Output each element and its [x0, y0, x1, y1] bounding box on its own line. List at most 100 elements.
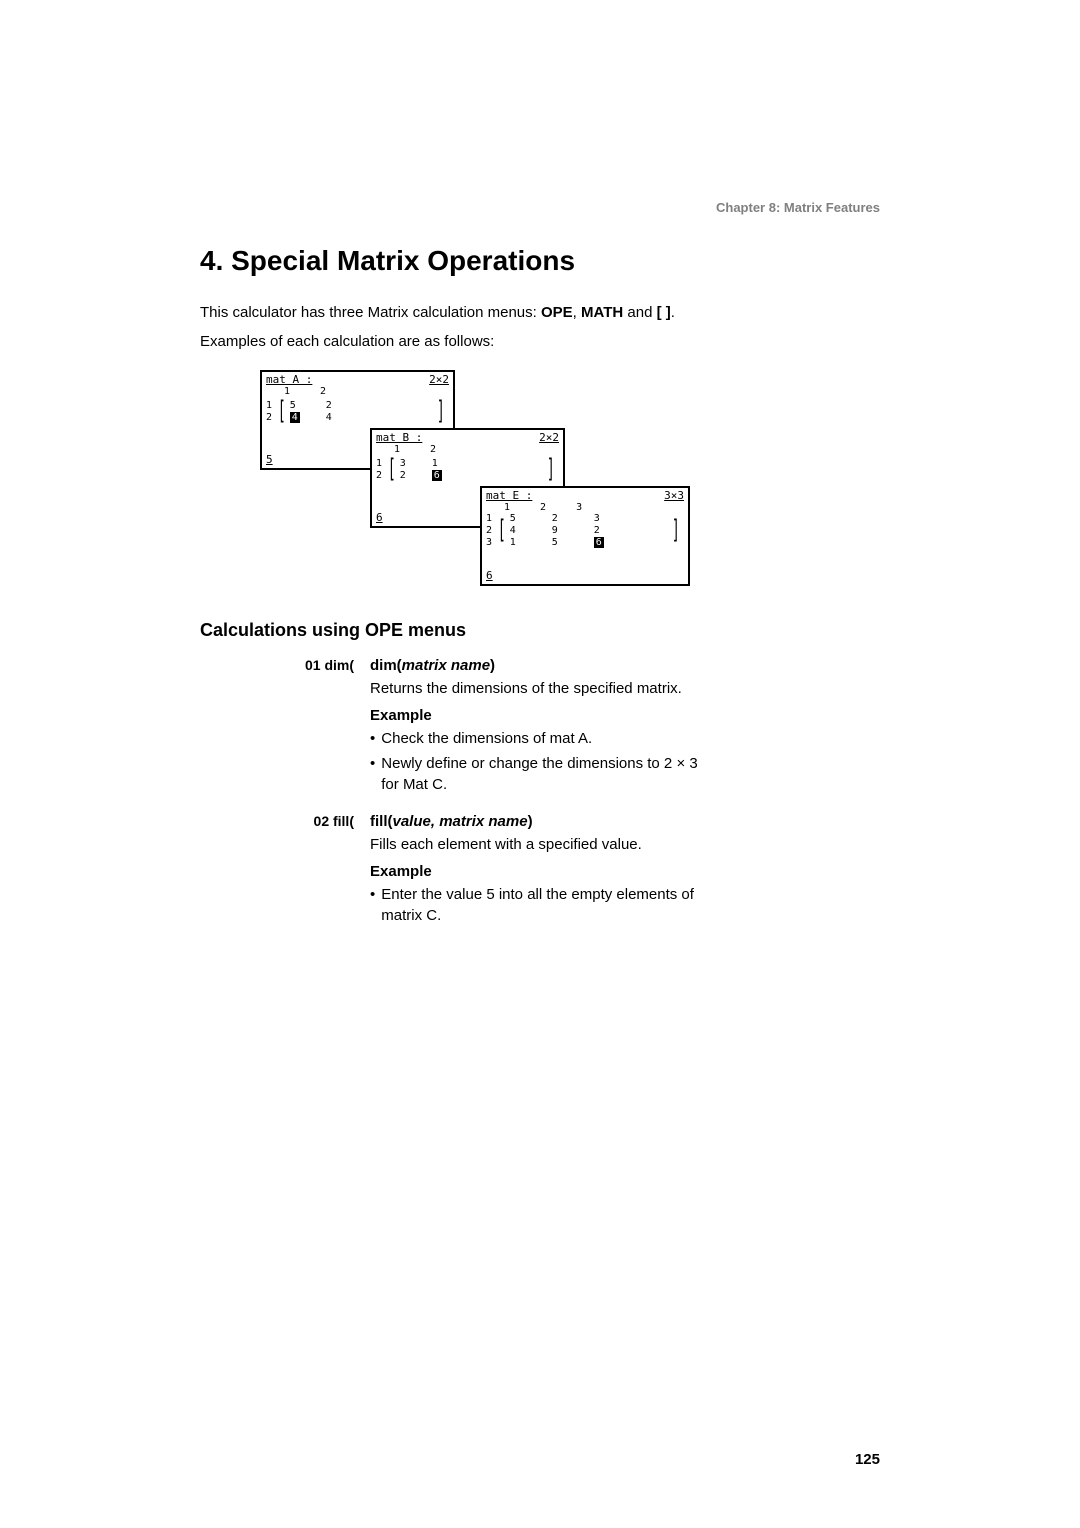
- lcd-matrix: 5424: [290, 400, 332, 423]
- ope-syntax-suffix: ): [528, 813, 533, 830]
- bracket-right-icon: ]: [672, 516, 680, 545]
- ope-bullet-text: Enter the value 5 into all the empty ele…: [381, 884, 710, 926]
- lcd-screens: mat A : 2×2 12 12 [ 5424 ] 5 mat B : 2×2…: [260, 370, 880, 590]
- lcd-cell: 4: [290, 412, 300, 423]
- lcd-row-header: 2: [266, 412, 272, 423]
- lcd-column: 326: [594, 513, 604, 548]
- lcd-cell: 2: [594, 525, 604, 536]
- lcd-row-header: 1: [266, 400, 272, 411]
- lcd-col-header: 2: [540, 502, 546, 513]
- lcd-cell: 5: [510, 513, 516, 524]
- lcd-cell: 4: [510, 525, 516, 536]
- ope-syntax-suffix: ): [490, 657, 495, 674]
- lcd-column: 24: [326, 400, 332, 423]
- lcd-body: 12 [ 5424 ]: [266, 397, 449, 426]
- lcd-row-header: 1: [376, 458, 382, 469]
- lcd-matrix-dim: 2×2: [539, 432, 559, 444]
- bracket-left-icon: [: [388, 455, 396, 484]
- lcd-column: 541: [510, 513, 516, 548]
- ope-bullet: •Newly define or change the dimensions t…: [370, 753, 710, 795]
- ope-syntax-prefix: fill(: [370, 813, 393, 830]
- examples-line: Examples of each calculation are as foll…: [200, 333, 880, 350]
- lcd-col-headers: 12: [284, 386, 449, 397]
- lcd-cell: 5: [552, 537, 558, 548]
- lcd-header: mat A : 2×2: [266, 374, 449, 386]
- ope-label: 01 dim(: [290, 657, 370, 813]
- lcd-matrix-name: mat E :: [486, 490, 532, 502]
- ope-body: dim(matrix name) Returns the dimensions …: [370, 657, 710, 813]
- bracket-left-icon: [: [498, 516, 506, 545]
- bullet-icon: •: [370, 753, 375, 795]
- intro-text: This calculator has three Matrix calcula…: [200, 301, 880, 325]
- ope-bullet: • Check the dimensions of mat A.: [370, 728, 710, 749]
- lcd-header: mat B : 2×2: [376, 432, 559, 444]
- lcd-col-header: 3: [576, 502, 582, 513]
- lcd-cell: 2: [326, 400, 332, 411]
- ope-syntax-arg: value, matrix name: [393, 813, 528, 830]
- lcd-row-header: 1: [486, 513, 492, 524]
- ope-bullet-text: Check the dimensions of mat A.: [381, 728, 592, 749]
- lcd-body: 12 [ 3216 ]: [376, 455, 559, 484]
- lcd-cell: 2: [400, 470, 406, 481]
- lcd-matrix-dim: 3×3: [664, 490, 684, 502]
- lcd-cell: 3: [400, 458, 406, 469]
- lcd-col-headers: 1 2 3: [504, 502, 684, 513]
- lcd-cell: 4: [326, 412, 332, 423]
- intro-sep2: and: [623, 304, 656, 321]
- lcd-cursor-value: 5: [266, 454, 273, 466]
- lcd-column: 54: [290, 400, 300, 423]
- bracket-right-icon: ]: [437, 397, 445, 426]
- lcd-cell: 9: [552, 525, 558, 536]
- lcd-screen-mat-e: mat E : 3×3 123 123 [ 541295326 ] 6: [480, 486, 690, 586]
- lcd-column: 16: [432, 458, 442, 481]
- lcd-cursor-value: 6: [376, 512, 383, 524]
- bracket-right-icon: ]: [547, 455, 555, 484]
- intro-sep1: ,: [573, 304, 581, 321]
- ope-table: 01 dim( dim(matrix name) Returns the dim…: [290, 657, 710, 944]
- lcd-col-headers: 12: [394, 444, 559, 455]
- ope-syntax-arg: matrix name: [402, 657, 490, 674]
- lcd-cell: 6: [594, 537, 604, 548]
- intro-menu-math: MATH: [581, 304, 623, 321]
- lcd-cell: 2: [552, 513, 558, 524]
- ope-syntax-prefix: dim(: [370, 657, 402, 674]
- intro-menu-brackets: [ ]: [657, 304, 671, 321]
- lcd-cell: 1: [510, 537, 516, 548]
- ope-bullet: •Enter the value 5 into all the empty el…: [370, 884, 710, 926]
- lcd-column: 295: [552, 513, 558, 548]
- lcd-matrix-name: mat A :: [266, 374, 312, 386]
- ope-example-label: Example: [370, 863, 710, 880]
- page: Chapter 8: Matrix Features 4. Special Ma…: [0, 0, 1080, 944]
- bullet-icon: •: [370, 884, 375, 926]
- lcd-column: 32: [400, 458, 406, 481]
- lcd-row-header: 2: [486, 525, 492, 536]
- ope-row: 01 dim( dim(matrix name) Returns the dim…: [290, 657, 710, 813]
- bracket-left-icon: [: [278, 397, 286, 426]
- ope-example-label: Example: [370, 707, 710, 724]
- lcd-col-header: 1: [504, 502, 510, 513]
- chapter-header: Chapter 8: Matrix Features: [200, 200, 880, 215]
- lcd-col-header: 2: [430, 444, 436, 455]
- bullet-icon: •: [370, 728, 375, 749]
- lcd-matrix: 32 16: [400, 458, 442, 481]
- intro-menu-ope: OPE: [541, 304, 573, 321]
- lcd-col-header: 2: [320, 386, 326, 397]
- lcd-cell: 5: [290, 400, 300, 411]
- lcd-header: mat E : 3×3: [486, 490, 684, 502]
- lcd-row-headers: 12: [376, 458, 382, 481]
- lcd-row-header: 2: [376, 470, 382, 481]
- lcd-row-header: 3: [486, 537, 492, 548]
- lcd-cell: 6: [432, 470, 442, 481]
- intro-suffix: .: [671, 304, 675, 321]
- ope-row: 02 fill( fill(value, matrix name) Fills …: [290, 813, 710, 944]
- lcd-row-headers: 123: [486, 513, 492, 548]
- lcd-cell: 3: [594, 513, 604, 524]
- lcd-cell: 1: [432, 458, 442, 469]
- lcd-matrix-dim: 2×2: [429, 374, 449, 386]
- ope-label: 02 fill(: [290, 813, 370, 944]
- ope-syntax: dim(matrix name): [370, 657, 710, 674]
- lcd-matrix-name: mat B :: [376, 432, 422, 444]
- lcd-row-headers: 12: [266, 400, 272, 423]
- ope-description: Returns the dimensions of the specified …: [370, 678, 710, 699]
- ope-body: fill(value, matrix name) Fills each elem…: [370, 813, 710, 944]
